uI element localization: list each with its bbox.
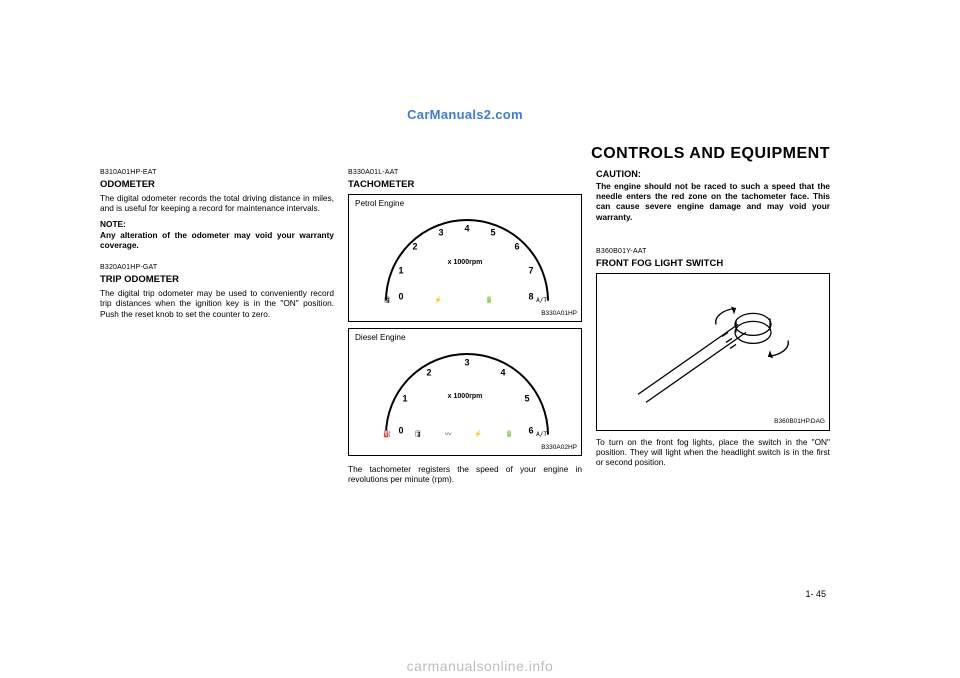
trip-title: TRIP ODOMETER <box>100 274 334 286</box>
dtick-4: 4 <box>500 367 505 378</box>
dtick-1: 1 <box>402 393 407 404</box>
tick-1: 1 <box>398 265 403 276</box>
column-3: CAUTION: The engine should not be raced … <box>596 169 830 484</box>
tick-5: 5 <box>490 227 495 238</box>
odometer-note-text: Any alteration of the odometer may void … <box>100 230 334 251</box>
petrol-gauge: x 1000rpm 0 1 2 3 4 5 6 7 8 🛢 ⚡ 🔋 A/T <box>375 211 555 311</box>
tick-6: 6 <box>514 241 519 252</box>
charge-icon: ⚡ <box>434 297 442 305</box>
fog-title: FRONT FOG LIGHT SWITCH <box>596 258 830 270</box>
at-label: A/T <box>536 431 547 439</box>
petrol-bottom-icons: 🛢 ⚡ 🔋 A/T <box>375 297 555 305</box>
tach-code: B330A01L-AAT <box>348 169 582 178</box>
trip-code: B320A01HP-GAT <box>100 264 334 273</box>
page-frame: CarManuals2.com CONTROLS AND EQUIPMENT B… <box>100 115 830 595</box>
petrol-figure: Petrol Engine x 1000rpm 0 1 2 3 4 5 6 7 … <box>348 194 582 322</box>
dtick-2: 2 <box>426 367 431 378</box>
diesel-gauge: x 1000rpm 0 1 2 3 4 5 6 ⛽ 🛢 〰 ⚡ 🔋 A/T <box>375 345 555 445</box>
caution-label: CAUTION: <box>596 169 830 181</box>
diesel-figure: Diesel Engine x 1000rpm 0 1 2 3 4 5 6 ⛽ … <box>348 328 582 456</box>
tick-4: 4 <box>464 223 469 234</box>
tick-2: 2 <box>412 241 417 252</box>
dtick-5: 5 <box>524 393 529 404</box>
petrol-fig-code: B330A01HP <box>541 310 577 318</box>
odometer-title: ODOMETER <box>100 179 334 191</box>
diesel-fig-code: B330A02HP <box>541 444 577 452</box>
caution-text: The engine should not be raced to such a… <box>596 181 830 222</box>
fuel-icon: ⛽ <box>383 431 391 439</box>
odometer-text: The digital odometer records the total d… <box>100 193 334 214</box>
glow-icon: 〰 <box>445 431 452 439</box>
diesel-rpm-label: x 1000rpm <box>448 393 483 402</box>
oil-icon: 🛢 <box>383 297 391 305</box>
tach-desc: The tachometer registers the speed of yo… <box>348 464 582 485</box>
odometer-block: B310A01HP-EAT ODOMETER The digital odome… <box>100 169 334 250</box>
caution-block: CAUTION: The engine should not be raced … <box>596 169 830 222</box>
petrol-label: Petrol Engine <box>355 199 404 209</box>
at-label: A/T <box>536 297 547 305</box>
footer-watermark: carmanualsonline.info <box>0 658 960 674</box>
battery-icon: 🔋 <box>505 431 513 439</box>
dtick-3: 3 <box>464 357 469 368</box>
fog-fig-code: B360B01HP.DAG <box>774 418 825 426</box>
fog-switch-icon <box>618 284 808 414</box>
tach-title: TACHOMETER <box>348 179 582 191</box>
fog-block: B360B01Y-AAT FRONT FOG LIGHT SWITCH <box>596 248 830 468</box>
section-title: CONTROLS AND EQUIPMENT <box>100 145 830 163</box>
page-number: 1- 45 <box>805 589 826 599</box>
diesel-bottom-icons: ⛽ 🛢 〰 ⚡ 🔋 A/T <box>375 431 555 439</box>
oil-icon: 🛢 <box>414 431 422 439</box>
tick-7: 7 <box>528 265 533 276</box>
column-2: B330A01L-AAT TACHOMETER Petrol Engine x … <box>348 169 582 484</box>
petrol-rpm-label: x 1000rpm <box>448 259 483 268</box>
columns: B310A01HP-EAT ODOMETER The digital odome… <box>100 169 830 484</box>
fog-code: B360B01Y-AAT <box>596 248 830 257</box>
diesel-label: Diesel Engine <box>355 333 406 343</box>
tick-3: 3 <box>438 227 443 238</box>
trip-text: The digital trip odometer may be used to… <box>100 288 334 319</box>
odometer-note-label: NOTE: <box>100 219 334 229</box>
odometer-code: B310A01HP-EAT <box>100 169 334 178</box>
trip-odometer-block: B320A01HP-GAT TRIP ODOMETER The digital … <box>100 264 334 319</box>
fog-figure: B360B01HP.DAG <box>596 273 830 431</box>
column-1: B310A01HP-EAT ODOMETER The digital odome… <box>100 169 334 484</box>
charge-icon: ⚡ <box>474 431 482 439</box>
site-link: CarManuals2.com <box>100 107 830 122</box>
fog-desc: To turn on the front fog lights, place t… <box>596 437 830 468</box>
battery-icon: 🔋 <box>485 297 493 305</box>
